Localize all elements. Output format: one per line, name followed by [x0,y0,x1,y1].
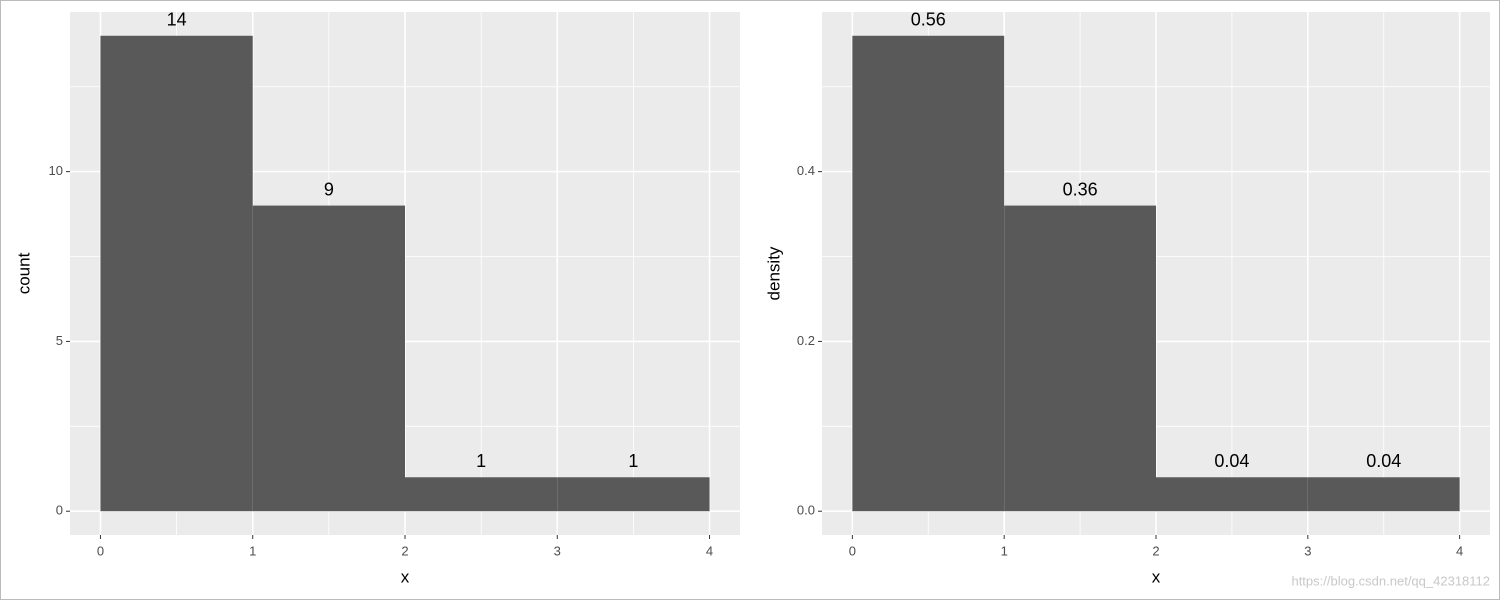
y-axis-title: count [14,252,33,294]
bar [1307,477,1460,512]
y-tick-label: 0.4 [797,163,815,178]
y-tick-label: 5 [56,333,63,348]
value-label: 9 [324,179,334,199]
value-label: 0.04 [1366,451,1401,471]
y-tick-label: 10 [49,163,63,178]
x-tick-label: 1 [1001,543,1008,558]
x-tick-label: 0 [97,543,104,558]
bar [1156,477,1308,512]
value-label: 0.04 [1214,451,1249,471]
y-axis-title: density [764,246,783,300]
value-label: 14 [167,10,187,30]
y-tick-label: 0.2 [797,333,815,348]
x-tick-label: 1 [249,543,256,558]
x-tick-label: 2 [401,543,408,558]
bar [405,477,558,512]
value-label: 1 [628,451,638,471]
x-tick-label: 3 [1304,543,1311,558]
value-label: 0.36 [1063,179,1098,199]
x-tick-label: 4 [706,543,713,558]
y-tick-label: 0 [56,503,63,518]
x-tick-label: 2 [1152,543,1159,558]
y-tick-label: 0.0 [797,503,815,518]
bar [252,205,405,512]
bar [852,35,1005,512]
x-tick-label: 0 [849,543,856,558]
value-label: 1 [476,451,486,471]
x-tick-label: 4 [1456,543,1463,558]
x-tick-label: 3 [554,543,561,558]
x-axis-title: x [401,567,410,586]
bar [1004,205,1156,512]
watermark: https://blog.csdn.net/qq_42318112 [1291,573,1490,588]
x-axis-title: x [1152,567,1161,586]
bar [557,477,710,512]
value-label: 0.56 [911,10,946,30]
bar [100,35,253,512]
